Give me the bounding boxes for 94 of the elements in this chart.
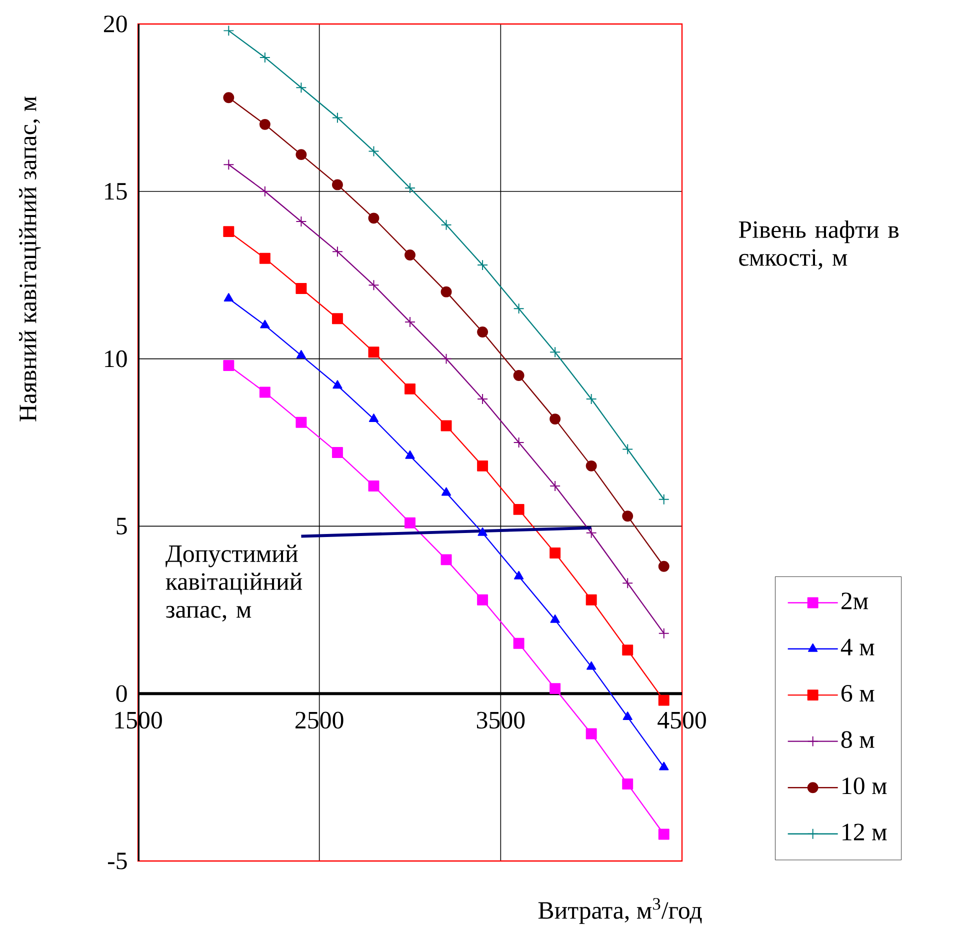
point	[658, 828, 670, 840]
point	[477, 393, 488, 404]
point	[260, 320, 270, 328]
point	[550, 683, 561, 694]
point	[622, 510, 634, 522]
point	[440, 219, 452, 230]
point	[477, 594, 488, 606]
point	[368, 346, 380, 358]
legend-label: 12 м	[842, 824, 887, 840]
legend-label: 2м	[842, 592, 868, 610]
point	[658, 694, 670, 706]
point	[259, 186, 270, 197]
legend-label: 6 м	[841, 684, 874, 702]
point	[622, 644, 634, 656]
point	[296, 350, 306, 358]
point	[223, 360, 234, 371]
point	[296, 82, 307, 94]
y-tick-label: 10	[105, 350, 127, 368]
point	[514, 570, 524, 580]
legend-label: 10 м	[842, 777, 887, 794]
point	[550, 414, 561, 425]
point	[513, 370, 524, 382]
point	[404, 250, 416, 260]
point	[477, 260, 488, 271]
point	[259, 252, 270, 264]
point	[404, 383, 416, 394]
point	[622, 444, 634, 455]
point	[477, 460, 488, 472]
point	[332, 313, 343, 324]
point	[513, 303, 524, 314]
point	[368, 212, 380, 224]
point	[440, 353, 452, 364]
point	[332, 179, 343, 190]
point	[404, 517, 416, 528]
point	[332, 112, 343, 124]
point	[404, 316, 416, 328]
series-label: Допустимий кавітаційний запас, м	[166, 544, 302, 622]
point	[477, 326, 488, 338]
point	[440, 554, 452, 566]
point	[368, 146, 380, 157]
point	[259, 386, 270, 398]
point	[586, 661, 596, 670]
point	[368, 480, 380, 492]
y-tick-label: 0	[116, 685, 127, 702]
point	[658, 560, 670, 572]
point	[658, 494, 670, 505]
point	[622, 712, 632, 720]
point	[513, 638, 524, 649]
legend-label: 8 м	[841, 731, 874, 748]
point	[659, 762, 669, 770]
point	[296, 216, 307, 228]
point	[622, 578, 634, 589]
point	[368, 414, 379, 422]
y-tick-label: 15	[105, 183, 127, 200]
point	[586, 460, 597, 472]
point	[296, 283, 307, 294]
point	[259, 52, 270, 63]
point	[550, 480, 561, 492]
y-tick-label: 5	[116, 518, 127, 534]
legend-title: Рівень нафти в ємкості, м	[738, 220, 899, 270]
point	[550, 346, 561, 358]
point	[478, 527, 488, 536]
point	[223, 159, 234, 170]
x-axis-title: Витрата, м$^{3}$/год	[538, 898, 702, 924]
point	[441, 487, 452, 496]
point	[223, 226, 234, 238]
point	[296, 416, 307, 428]
point	[405, 450, 415, 459]
point	[586, 527, 597, 538]
point	[224, 293, 234, 302]
point	[586, 393, 597, 404]
point	[586, 728, 597, 740]
point	[586, 594, 597, 606]
point	[622, 778, 634, 790]
point	[404, 182, 416, 194]
point	[550, 614, 560, 623]
point	[440, 420, 452, 432]
point	[658, 628, 670, 639]
point	[513, 504, 524, 515]
point	[296, 149, 307, 160]
point	[332, 447, 343, 458]
point	[550, 548, 561, 558]
point	[368, 280, 380, 291]
point	[259, 118, 270, 130]
y-tick-label: 20	[104, 16, 127, 32]
point	[513, 437, 524, 448]
y-tick-label: -5	[108, 852, 127, 870]
point	[223, 92, 234, 104]
point	[332, 380, 342, 389]
point	[440, 286, 452, 298]
point	[332, 246, 343, 258]
legend-label: 4 м	[840, 638, 874, 656]
y-axis-title: Наявний кавітаційний запас, м	[19, 96, 41, 422]
point	[223, 25, 234, 36]
